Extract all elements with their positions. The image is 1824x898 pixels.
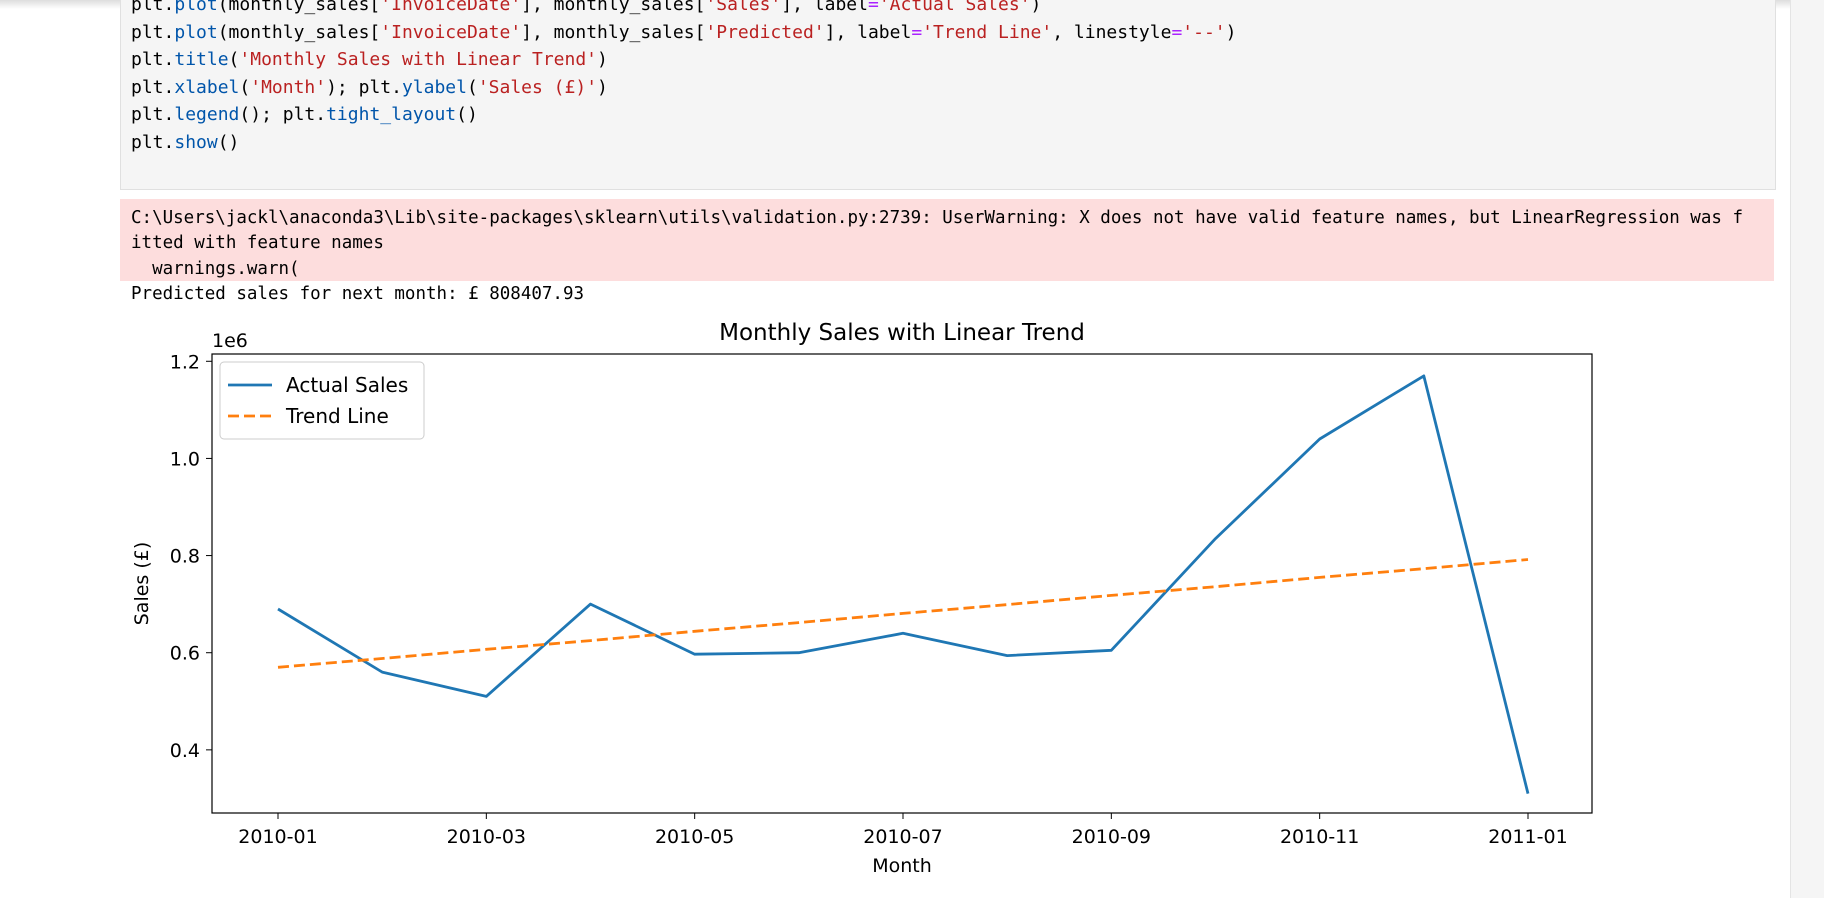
y-axis-label: Sales (£) [131, 542, 153, 626]
x-tick-label: 2010-07 [863, 826, 942, 848]
code-token: 'Actual Sales' [878, 0, 1031, 15]
code-token: ], monthly_sales[ [521, 22, 706, 43]
stderr-output [120, 199, 1774, 281]
code-token: () [217, 132, 240, 153]
code-line: plt.legend(); plt.tight_layout() [131, 101, 478, 128]
code-token: , linestyle [1052, 22, 1172, 43]
x-tick-label: 2010-09 [1072, 826, 1151, 848]
code-cell[interactable]: plt.plot(monthly_sales['InvoiceDate'], m… [120, 0, 1776, 190]
stderr-line: warnings.warn( [131, 259, 300, 279]
code-token: ylabel [401, 77, 467, 98]
code-token: plt. [131, 0, 175, 15]
code-line: plt.show() [131, 129, 239, 156]
code-token: '--' [1182, 22, 1226, 43]
legend-box [219, 361, 425, 440]
code-token: plt. [131, 49, 175, 70]
code-token: ) [597, 49, 608, 70]
code-token: legend [174, 104, 240, 125]
y-tick-label: 0.8 [170, 546, 200, 568]
code-token: ) [1030, 0, 1042, 15]
code-line: plt.plot(monthly_sales['InvoiceDate'], m… [131, 19, 1236, 46]
x-axis-label: Month [872, 855, 932, 877]
code-token: (); plt. [239, 104, 327, 125]
legend-label: Trend Line [285, 404, 389, 428]
sales-line-chart: 0.4 0.6 0.8 1.0 1.2 2010-01 2010-03 2010-05 2010… [131, 320, 1593, 877]
code-token: plt. [131, 132, 175, 153]
code-token: = [867, 0, 879, 15]
code-token: () [456, 104, 478, 125]
code-token: 'Sales (£)' [477, 77, 598, 98]
code-token: ], label [781, 0, 868, 15]
code-token: plot [174, 22, 218, 43]
code-token: 'Monthly Sales with Linear Trend' [239, 49, 598, 70]
y-offset-label: 1e6 [212, 330, 248, 352]
code-token: xlabel [174, 77, 240, 98]
plot-area [211, 353, 1593, 814]
code-token: (monthly_sales[ [217, 0, 381, 15]
code-token: 'Month' [250, 77, 327, 98]
x-tick-label: 2010-01 [238, 826, 317, 848]
code-token: ) [597, 77, 608, 98]
code-token: 'Trend Line' [922, 22, 1053, 43]
stderr-line: C:\Users\jackl\anaconda3\Lib\site-packag… [131, 208, 1743, 228]
code-token: plt. [131, 77, 175, 98]
stderr-line: itted with feature names [131, 233, 384, 253]
code-line: plt.plot(monthly_sales['InvoiceDate'], m… [131, 0, 1041, 18]
vertical-scrollbar[interactable] [1790, 0, 1824, 898]
code-token: = [1171, 22, 1183, 43]
code-token: ( [239, 77, 251, 98]
code-token: tight_layout [326, 104, 457, 125]
code-token: show [174, 132, 218, 153]
code-token: ( [228, 49, 240, 70]
code-token: 'Sales' [705, 0, 782, 15]
code-token: ], label [824, 22, 912, 43]
stdout-prediction: Predicted sales for next month: £ 808407… [131, 284, 585, 304]
code-token: = [911, 22, 923, 43]
x-tick-label: 2010-11 [1280, 826, 1359, 848]
code-line: plt.title('Monthly Sales with Linear Tre… [131, 46, 608, 73]
y-tick-label: 0.4 [170, 740, 200, 762]
code-line: plt.xlabel('Month'); plt.ylabel('Sales (… [131, 74, 608, 101]
series-line-trend-line [277, 558, 1529, 669]
y-tick-label: 1.2 [170, 351, 200, 373]
y-tick-label: 0.6 [170, 643, 200, 665]
code-token: plot [174, 0, 218, 15]
code-token: 'InvoiceDate' [380, 22, 522, 43]
code-token: ) [1225, 22, 1237, 43]
code-token: plt. [131, 22, 175, 43]
legend-label: Actual Sales [286, 373, 408, 397]
code-token: ], monthly_sales[ [521, 0, 706, 15]
code-token: 'InvoiceDate' [380, 0, 522, 15]
code-token: title [174, 49, 229, 70]
code-token: plt. [131, 104, 175, 125]
code-token: ); plt. [326, 77, 402, 98]
x-tick-label: 2010-05 [655, 826, 734, 848]
x-tick-label: 2010-03 [447, 826, 526, 848]
series-line-actual-sales [277, 374, 1530, 794]
code-token: ( [466, 77, 478, 98]
chart-title: Monthly Sales with Linear Trend [719, 320, 1085, 346]
code-token: 'Predicted' [705, 22, 825, 43]
code-token: (monthly_sales[ [217, 22, 381, 43]
y-tick-label: 1.0 [170, 448, 200, 470]
x-tick-label: 2011-01 [1488, 826, 1567, 848]
